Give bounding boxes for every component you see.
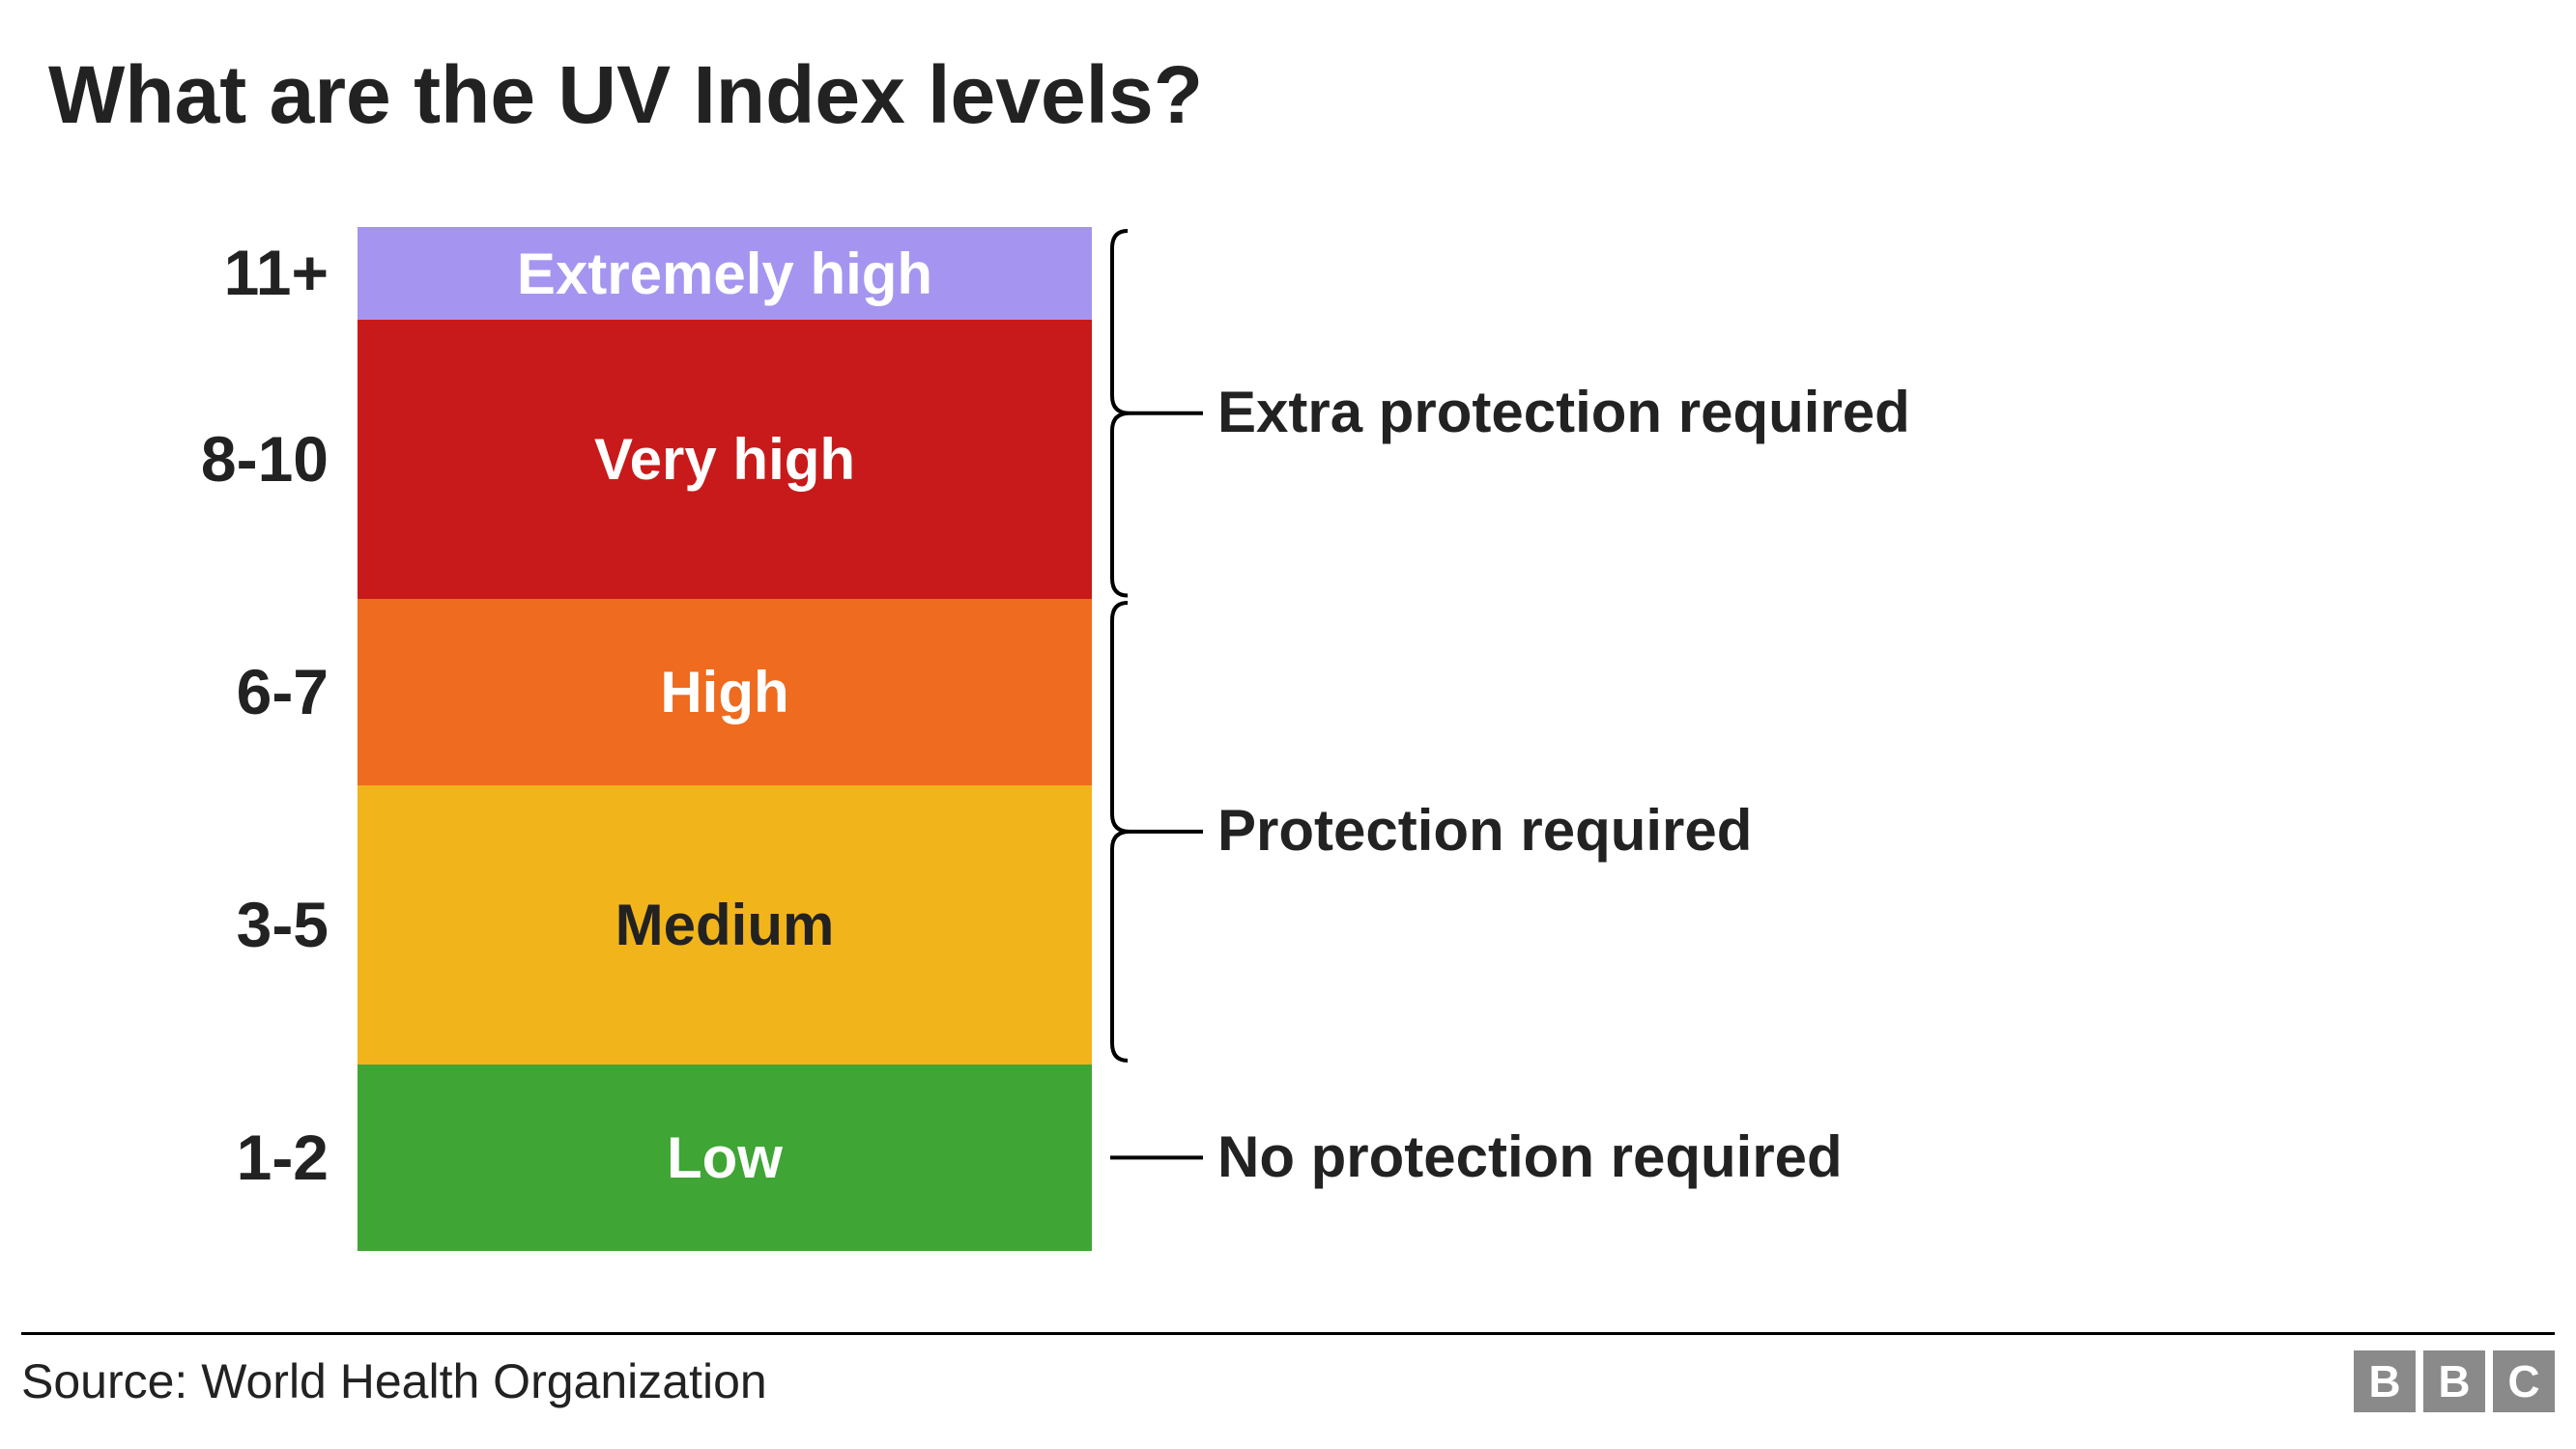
- bbc-logo-letter: C: [2493, 1350, 2555, 1412]
- bbc-logo: BBC: [2354, 1350, 2555, 1412]
- uv-range-label: 6-7: [237, 655, 329, 728]
- uv-bar: Medium: [358, 785, 1092, 1065]
- source-text: Source: World Health Organization: [21, 1353, 767, 1409]
- chart-title: What are the UV Index levels?: [48, 48, 1203, 142]
- uv-bar: High: [358, 599, 1092, 785]
- uv-bar: Low: [358, 1065, 1092, 1251]
- uv-bar-label: Medium: [615, 892, 835, 958]
- uv-bar-label: Very high: [594, 426, 855, 493]
- uv-bar-label: High: [660, 659, 788, 725]
- chart-area: 11+ 8-10 6-7 3-5 1-2 Extremely high Very high…: [58, 227, 2518, 1290]
- uv-range-label: 3-5: [237, 888, 329, 961]
- annotation-label: Protection required: [1217, 797, 1752, 864]
- uv-bar: Extremely high: [358, 227, 1092, 320]
- uv-bar-label: Low: [667, 1124, 783, 1191]
- bracket-icon: [1106, 227, 1213, 599]
- bracket-icon: [1106, 599, 1213, 1065]
- bbc-logo-letter: B: [2354, 1350, 2416, 1412]
- uv-range-label: 11+: [224, 236, 329, 309]
- uv-bar: Very high: [358, 320, 1092, 599]
- footer: Source: World Health Organization BBC: [21, 1332, 2555, 1412]
- bbc-logo-letter: B: [2423, 1350, 2485, 1412]
- annotation-label: Extra protection required: [1217, 379, 1910, 445]
- uv-range-label: 8-10: [201, 422, 329, 496]
- annotation-label: No protection required: [1217, 1123, 1843, 1190]
- connector-line: [1106, 1065, 1213, 1251]
- uv-range-label: 1-2: [237, 1121, 329, 1194]
- uv-bar-label: Extremely high: [517, 241, 932, 307]
